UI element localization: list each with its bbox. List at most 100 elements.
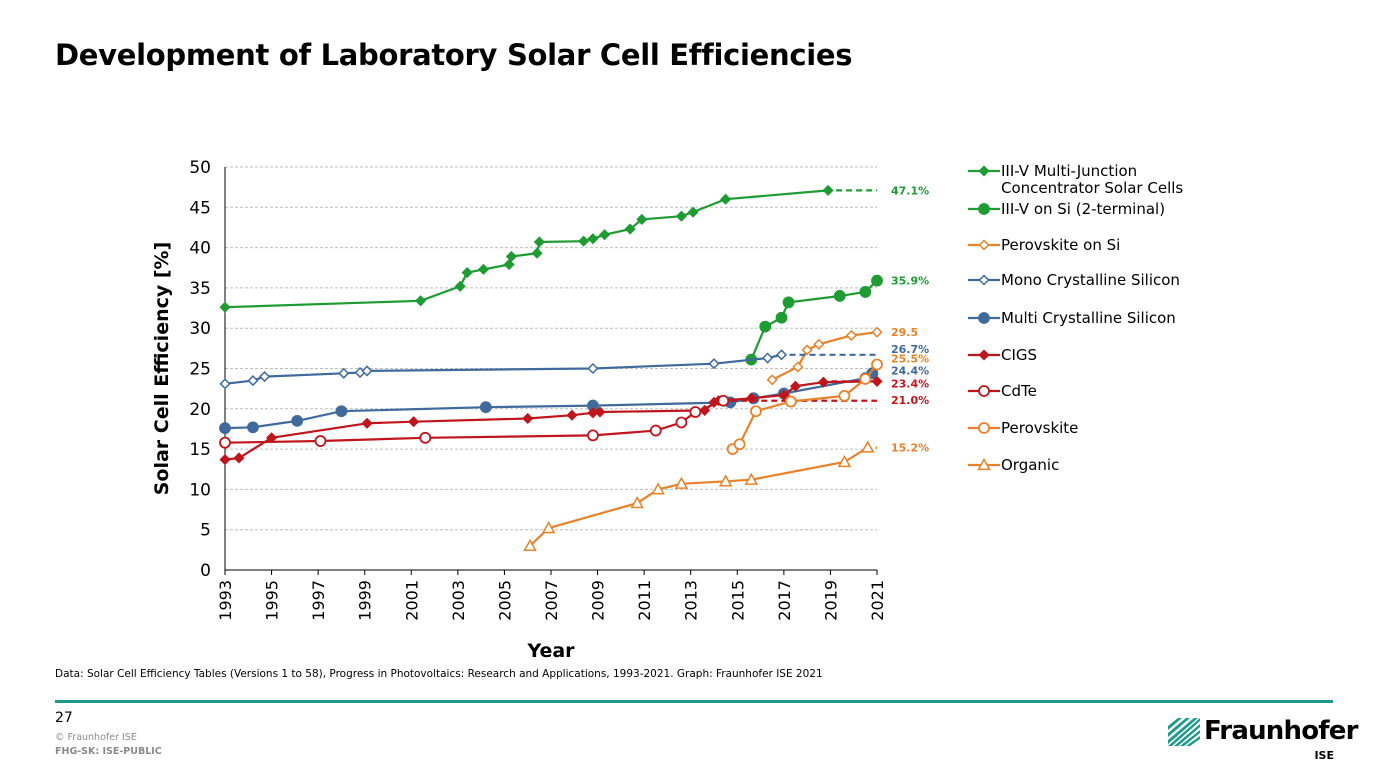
data-point [531, 247, 543, 259]
data-point [978, 239, 990, 251]
data-point [651, 482, 665, 495]
data-point [219, 454, 231, 466]
data-point [837, 454, 852, 468]
end-label: 21.0% [891, 394, 929, 407]
x-tick-label: 2003 [449, 580, 468, 621]
series-8 [523, 440, 877, 551]
x-tick-label: 2001 [402, 580, 421, 621]
data-point [587, 233, 599, 245]
data-point [838, 390, 851, 402]
y-tick-label: 25 [189, 360, 211, 380]
series-line [224, 353, 782, 385]
x-tick-label: 2007 [542, 580, 561, 621]
y-tick-label: 10 [189, 480, 211, 500]
end-label: 26.7% [891, 343, 929, 356]
page-title: Development of Laboratory Solar Cell Eff… [55, 38, 853, 72]
legend-label: CdTe [1001, 382, 1037, 400]
data-point [978, 312, 990, 324]
axes: 0 5 10 15 20 25 30 35 40 45 50 1993 1995 1997 1999 2001… [151, 158, 887, 662]
data-point [718, 474, 733, 487]
data-point [598, 229, 611, 241]
copyright-notice: © Fraunhofer ISE [55, 732, 137, 743]
legend-label: III-V Multi-Junction [1001, 162, 1137, 180]
data-point [978, 165, 990, 177]
y-tick-label: 40 [189, 239, 211, 259]
legend-item-6: CdTe [968, 382, 1037, 400]
data-point [630, 496, 644, 509]
y-tick-label: 15 [189, 440, 211, 460]
legend-label: Concentrator Solar Cells [1001, 179, 1183, 197]
data-point [766, 374, 778, 386]
data-point [817, 376, 830, 388]
data-point [782, 296, 795, 309]
data-point [523, 538, 537, 551]
data-point [233, 452, 245, 464]
data-point [674, 476, 689, 489]
data-point [871, 358, 883, 371]
series-line [771, 331, 878, 381]
data-point [541, 521, 556, 534]
x-tick-label: 2013 [682, 580, 701, 621]
series-4 [219, 367, 879, 435]
data-point [845, 329, 857, 342]
data-point [871, 375, 883, 387]
data-point [977, 457, 991, 471]
end-label: 25.5% [891, 352, 929, 365]
data-point [291, 414, 304, 427]
data-point [461, 267, 473, 279]
legend-item-3: Mono Crystalline Silicon [968, 271, 1180, 289]
x-tick-label: 2011 [635, 580, 654, 621]
data-point [871, 326, 883, 338]
data-point [784, 395, 797, 408]
data-point [624, 223, 636, 235]
series-0 [219, 184, 877, 313]
data-point [720, 193, 732, 205]
data-point [744, 472, 759, 485]
classification-label: FHG-SK: ISE-PUBLIC [55, 746, 162, 757]
y-tick-label: 50 [189, 158, 211, 178]
data-point [978, 385, 990, 397]
footer-divider [55, 700, 1333, 703]
legend-label: Mono Crystalline Silicon [1001, 271, 1180, 289]
data-point [859, 286, 872, 298]
legend-item-5: CIGS [968, 346, 1037, 364]
data-point [860, 440, 875, 453]
series-1 [745, 274, 883, 366]
data-point [479, 401, 492, 414]
x-tick-label: 2009 [589, 580, 608, 621]
data-point [750, 405, 762, 418]
legend-label: Organic [1001, 456, 1059, 474]
legend-label: Multi Crystalline Silicon [1001, 309, 1176, 327]
data-point [717, 394, 730, 407]
series-3 [219, 349, 877, 390]
legend-item-2: Perovskite on Si [968, 236, 1120, 254]
y-tick-label: 35 [189, 279, 211, 299]
data-point [778, 389, 790, 401]
end-label: 47.1% [891, 184, 929, 197]
data-point [675, 210, 687, 222]
x-tick-label: 1993 [216, 580, 235, 621]
end-labels: 47.1% 35.9% 29.5 26.7% 24.4%23.4% 21.0% 25.5% 1… [891, 184, 929, 454]
series-6 [219, 394, 877, 449]
data-point [419, 431, 432, 444]
data-point [636, 213, 648, 225]
data-point [594, 406, 606, 418]
x-tick-label: 2015 [728, 580, 747, 621]
end-label: 29.5 [891, 326, 918, 339]
data-point [219, 301, 231, 313]
data-point [801, 344, 813, 356]
data-point [408, 416, 420, 428]
data-point [338, 367, 350, 379]
data-source-note: Data: Solar Cell Efficiency Tables (Vers… [55, 668, 823, 680]
data-point [578, 235, 590, 247]
data-point [335, 405, 348, 418]
data-point [477, 263, 490, 275]
data-point [454, 280, 466, 292]
series-2 [766, 326, 883, 386]
data-point [361, 365, 373, 377]
y-axis-title: Solar Cell Efficiency [%] [151, 242, 173, 496]
data-point [505, 250, 517, 263]
x-axis-title: Year [526, 640, 575, 662]
